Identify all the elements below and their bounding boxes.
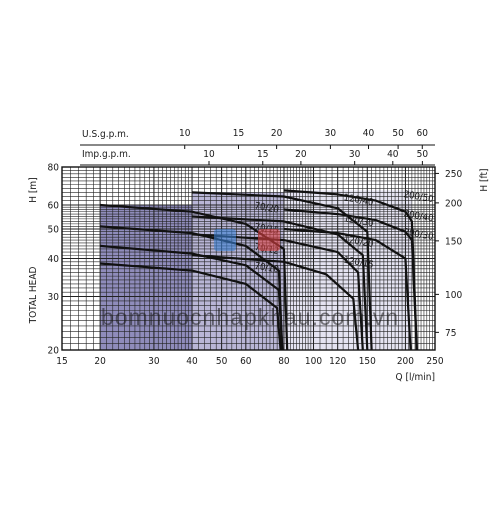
curve-200-40 <box>283 208 418 351</box>
x-tick-label-20: 20 <box>94 356 106 367</box>
top-axis-label-0: U.S.g.p.m. <box>82 129 129 140</box>
x-tick-label-15: 15 <box>56 356 67 367</box>
x-tick-label-150: 150 <box>359 356 376 367</box>
top-tick-label-1-40: 40 <box>387 149 399 160</box>
y-right-tick-label-100: 100 <box>445 290 462 301</box>
curve-70-10 <box>100 262 282 351</box>
x-tick-label-120: 120 <box>329 356 346 367</box>
watermark-logo <box>214 229 280 251</box>
y-right-axis-label: H [ft] <box>479 168 490 191</box>
top-tick-label-0-10: 10 <box>179 128 191 139</box>
y-left-tick-label-50: 50 <box>48 225 60 236</box>
curve-120-40 <box>191 191 373 351</box>
top-tick-label-1-50: 50 <box>417 149 429 160</box>
y-left-tick-label-30: 30 <box>48 292 60 303</box>
top-tick-label-1-30: 30 <box>349 149 361 160</box>
y-right-tick-label-200: 200 <box>445 198 462 209</box>
curve-120-20 <box>191 233 364 351</box>
x-tick-label-100: 100 <box>305 356 322 367</box>
top-tick-label-0-60: 60 <box>417 128 429 139</box>
x-axis-label: Q [l/min] <box>396 372 435 383</box>
y-left-tick-label-40: 40 <box>48 254 60 265</box>
x-tick-label-40: 40 <box>186 356 198 367</box>
curve-70-12 <box>100 244 284 351</box>
curve-label-70-20: 70/20 <box>254 201 280 216</box>
top-tick-label-1-15: 15 <box>257 149 268 160</box>
top-tick-label-0-20: 20 <box>271 128 283 139</box>
curve-70-20 <box>100 203 289 351</box>
x-tick-label-60: 60 <box>240 356 252 367</box>
y-right-tick-label-150: 150 <box>445 236 462 247</box>
curve-200-30 <box>283 227 412 351</box>
top-tick-label-1-20: 20 <box>295 149 307 160</box>
y-right-tick-label-250: 250 <box>445 169 462 180</box>
curve-label-120-40: 120/40 <box>343 192 375 208</box>
curve-label-120-30: 120/30 <box>343 213 375 229</box>
curve-label-120-20: 120/20 <box>343 234 375 250</box>
y-left-tick-label-60: 60 <box>48 200 60 211</box>
x-tick-label-250: 250 <box>426 356 443 367</box>
top-tick-label-0-40: 40 <box>363 128 375 139</box>
curve-120-15 <box>191 254 360 351</box>
y-right-tick-label-75: 75 <box>445 328 456 339</box>
curves <box>100 189 418 351</box>
watermark-logo-red <box>258 229 280 251</box>
top-axis-label-1: Imp.g.p.m. <box>82 149 131 160</box>
plot-frame <box>61 166 436 351</box>
y-left-axis-side-label: TOTAL HEAD <box>28 267 39 325</box>
watermark-text: bomnuocnhapkhau.com.vn <box>101 304 399 330</box>
curve-label-200-30: 200/30 <box>403 227 435 243</box>
watermark-logo-blue <box>214 229 236 251</box>
curve-label-200-40: 200/40 <box>403 208 435 224</box>
x-tick-label-30: 30 <box>148 356 160 367</box>
curve-label-200-50: 200/50 <box>403 189 435 205</box>
top-tick-label-0-50: 50 <box>392 128 404 139</box>
top-tick-label-0-30: 30 <box>325 128 337 139</box>
x-tick-label-50: 50 <box>216 356 228 367</box>
x-tick-label-80: 80 <box>278 356 290 367</box>
x-tick-label-200: 200 <box>397 356 414 367</box>
curve-label-120-15: 120/15 <box>343 255 375 271</box>
top-tick-label-1-10: 10 <box>203 149 215 160</box>
y-left-tick-label-20: 20 <box>48 346 60 357</box>
top-tick-label-0-15: 15 <box>233 128 244 139</box>
y-left-tick-label-80: 80 <box>48 163 60 174</box>
curve-120-30 <box>191 215 369 351</box>
curve-label-70-10: 70/10 <box>254 261 280 276</box>
y-left-axis-label: H [m] <box>28 177 39 202</box>
